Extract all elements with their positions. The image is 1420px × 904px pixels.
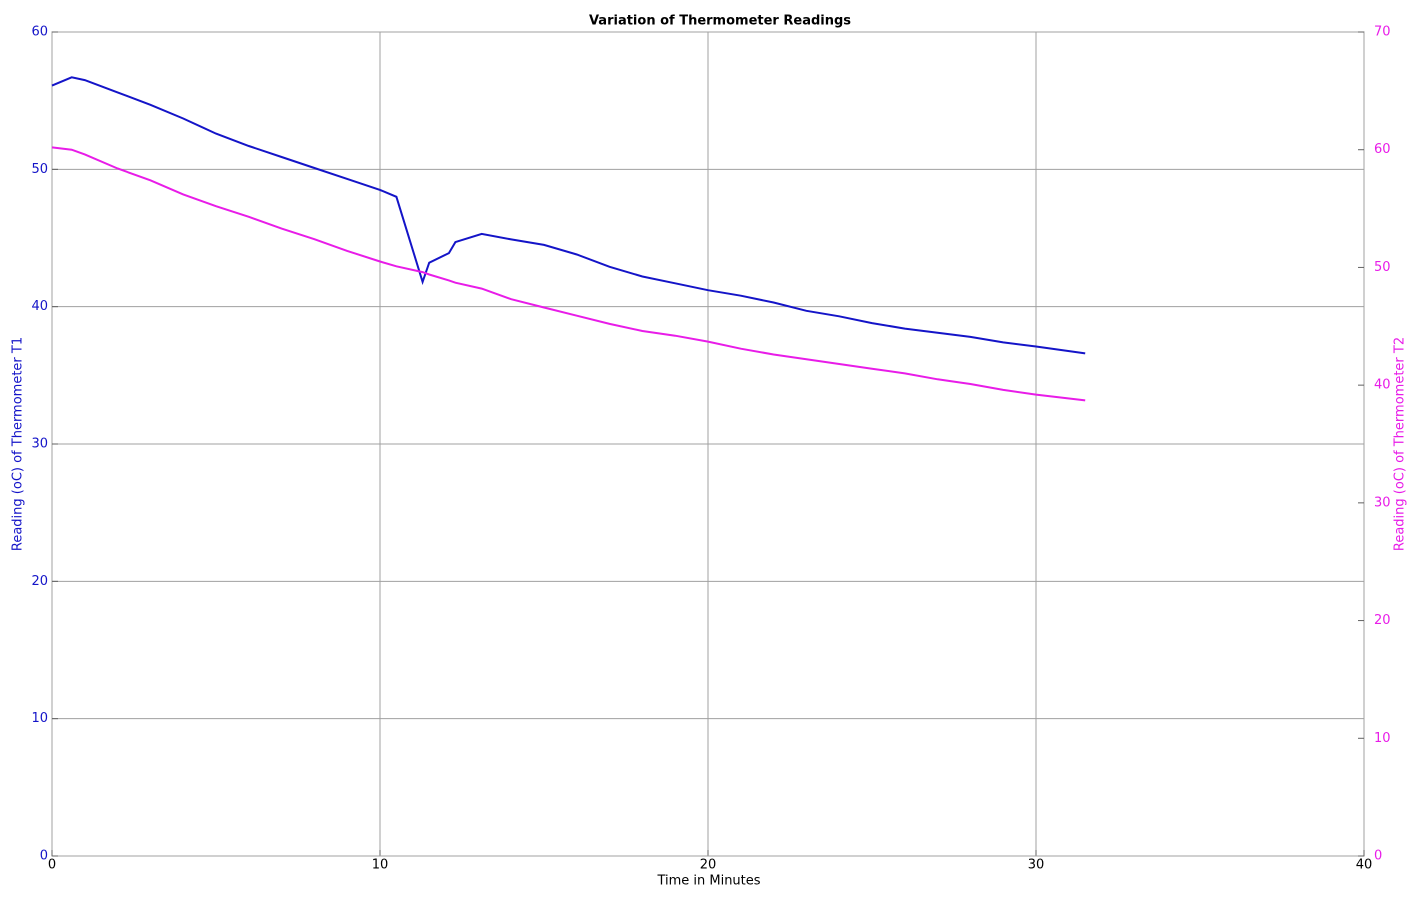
y-tick-label: 20 bbox=[31, 574, 48, 589]
y2-tick-label: 30 bbox=[1374, 495, 1391, 510]
y-tick-label: 10 bbox=[31, 711, 48, 726]
x-tick-label: 10 bbox=[372, 858, 389, 873]
x-tick-label: 20 bbox=[700, 858, 717, 873]
y2-tick-label: 40 bbox=[1374, 378, 1391, 393]
y2-tick-label: 20 bbox=[1374, 613, 1391, 628]
y-tick-label: 0 bbox=[40, 849, 48, 864]
y2-tick-label: 60 bbox=[1374, 142, 1391, 157]
y-tick-label: 60 bbox=[31, 25, 48, 40]
y-tick-label: 50 bbox=[31, 162, 48, 177]
y2-axis-label: Reading (oC) of Thermometer T2 bbox=[1393, 337, 1408, 551]
y-axis-label: Reading (oC) of Thermometer T1 bbox=[11, 337, 26, 551]
series-line bbox=[51, 76, 1086, 355]
y2-tick-label: 70 bbox=[1374, 25, 1391, 40]
x-axis-label: Time in Minutes bbox=[656, 874, 760, 889]
x-tick-label: 40 bbox=[1356, 858, 1373, 873]
y-tick-label: 30 bbox=[31, 437, 48, 452]
x-tick-label: 0 bbox=[48, 858, 56, 873]
series-line bbox=[51, 146, 1086, 402]
chart-title: Variation of Thermometer Readings bbox=[589, 14, 851, 29]
y2-tick-label: 0 bbox=[1374, 849, 1382, 864]
y-tick-label: 40 bbox=[31, 299, 48, 314]
y2-tick-label: 10 bbox=[1374, 731, 1391, 746]
x-tick-label: 30 bbox=[1028, 858, 1045, 873]
y2-tick-label: 50 bbox=[1374, 260, 1391, 275]
